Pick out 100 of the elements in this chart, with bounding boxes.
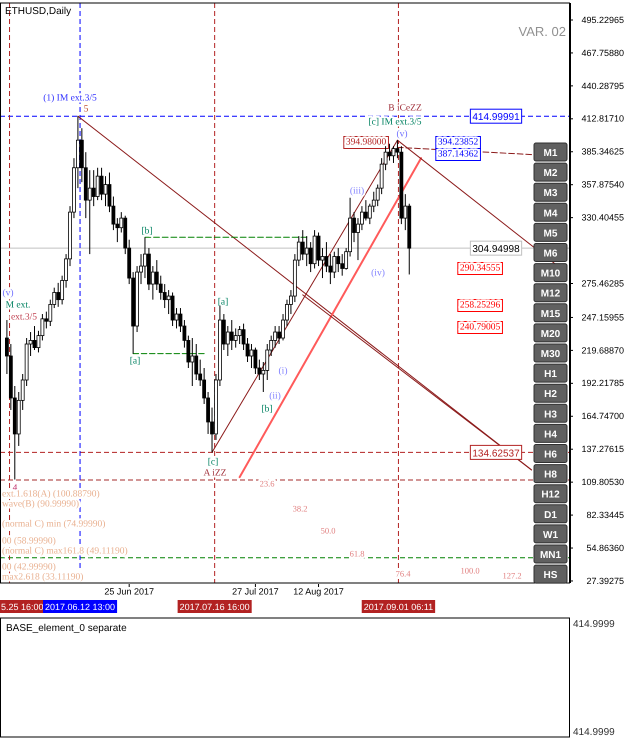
y-tick-label: 164.74700 [581,411,624,422]
annotation: M30 [540,349,561,360]
annotation: (i) [278,366,288,376]
annotation: M10 [540,268,561,280]
annotation: H3 [544,409,558,420]
y-tick-label: 275.46285 [581,278,624,288]
annotation: wave(B) (90.99990) [2,500,80,510]
annotation: D1 [544,510,558,521]
timeframe-button: HS [534,564,568,584]
timeframe-button: M12 [534,283,568,302]
timeframe-button: H6 [534,444,568,463]
x-tick-label: 27 Jul 2017 [232,586,279,596]
annotation: 240.79005 [460,322,500,332]
annotation: W1 [543,530,558,541]
annotation: 387.14362 [438,150,478,160]
y-tick-label: 330.40455 [581,212,624,223]
annotation: 127.2 [502,570,522,580]
annotation: M6 [544,248,558,260]
annotation: H2 [544,389,558,400]
annotation: 394.23852 [438,138,478,148]
timeframe-button: H1 [534,364,568,383]
timeframe-button: H12 [534,484,568,504]
annotation: 290.34555 [460,264,500,274]
timeframe-button: M6 [534,243,568,262]
annotation: H1 [544,369,558,380]
timeframe-button: M10 [534,263,568,282]
timeframe-button: D1 [534,504,568,524]
annotation: [b] [141,226,153,236]
y-tick-label: 109.80530 [581,477,624,488]
annotation: 394.98000 [346,138,386,148]
timeframe-button: H4 [534,424,568,443]
timeframe-button: H2 [534,384,568,403]
timeframe-button: M20 [534,323,568,342]
annotation: M5 [544,228,558,240]
annotation: M2 [544,168,558,180]
y-tick-label: 357.87540 [581,180,624,190]
annotation: B iCeZZ [388,104,422,114]
annotation: A iZZ [204,468,227,478]
y-tick-label: 137.27615 [581,444,624,454]
annotation: (iii) [350,186,364,196]
timeframe-button: M15 [534,303,568,322]
y-tick-label: 219.68870 [581,345,624,356]
text: BASE_element_0 separate [6,623,128,634]
x-tick-label: 25 Jun 2017 [104,586,154,596]
annotation: MN1 [540,550,562,561]
annotation: 38.2 [292,504,308,514]
annotation: 23.6 [260,478,274,488]
text: 414.9999 [573,619,616,630]
y-tick-label: 54.86360 [586,542,624,553]
x-tick-label: 12 Aug 2017 [293,586,344,596]
annotation: M20 [540,328,561,340]
y-tick-label: 412.81710 [581,114,624,124]
timeframe-button: M4 [534,202,568,222]
annotation: [c] IM ext.3/5 [368,118,422,128]
timeframe-button: W1 [534,524,568,544]
annotation: 00 (42.99990) [2,562,56,572]
annotation: 5 [84,104,89,114]
annotation: (1) IM ext.3/5 [43,94,98,104]
y-tick-label: 27.39275 [586,576,624,586]
y-tick-label: 467.75880 [581,48,624,58]
annotation: HS [544,570,558,582]
annotation: H12 [541,490,560,501]
annotation: 258.25296 [460,300,500,310]
annotation: M3 [544,188,558,200]
ref-line-label: 2017.07.16 16:00 [180,602,250,612]
annotation: H6 [544,450,558,460]
annotation: 50.0 [320,526,336,536]
annotation: [c] [208,458,218,468]
annotation: ext.1.618(A) (100.88790) [2,490,100,500]
y-tick-label: 247.15955 [581,312,624,322]
annotation: 100.0 [460,566,480,576]
timeframe-button: M2 [534,162,568,182]
annotation: H4 [544,429,558,440]
ref-line-label: 2017.06.12 13:00 [45,602,116,612]
ref-line-label: 5.25 16:00 [1,602,44,612]
timeframe-button: H3 [534,404,568,423]
annotation: [a] [130,356,140,366]
annotation: [b] [261,404,273,414]
annotation: max2.618 (33.11190) [2,572,84,582]
annotation: M4 [544,208,558,220]
annotation: (normal C) max161.8 (49.11190) [2,546,128,556]
annotation: (v) [396,130,408,140]
annotation: ext.3/5 [10,312,38,322]
ref-line-label: 134.62537 [472,448,520,460]
y-tick-label: 440.28795 [581,80,624,91]
timeframe-button: M1 [534,142,568,162]
annotation: (ii) [269,392,281,402]
timeframe-button: M30 [534,344,568,362]
annotation: 61.8 [350,548,364,558]
timeframe-button: H8 [534,464,568,484]
y-tick-label: 385.34625 [581,146,624,157]
y-tick-label: 192.21785 [581,378,624,388]
text: 414.9999 [573,727,616,738]
timeframe-button: MN1 [534,544,568,564]
ref-line-label: 414.99991 [472,112,520,124]
annotation: M15 [540,308,561,320]
annotation: M1 [544,148,558,159]
chart-title: ETHUSD,Daily [5,6,72,17]
ref-line-label: 2017.09.01 06:11 [364,602,434,612]
y-tick-label: 495.22965 [581,14,624,25]
